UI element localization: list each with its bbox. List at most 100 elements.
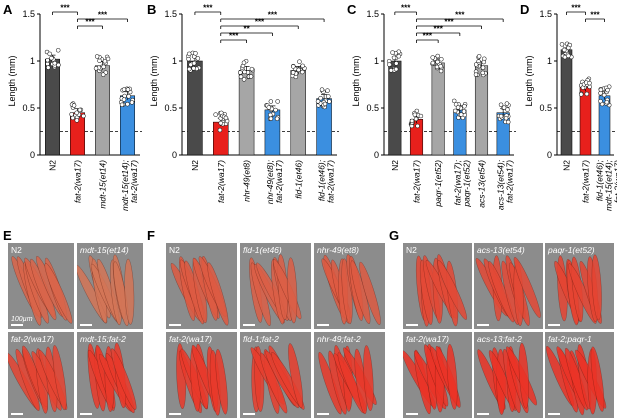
data-point: [74, 110, 79, 116]
significance-label: ***: [98, 11, 108, 20]
data-point: [434, 64, 440, 70]
data-point: [129, 100, 135, 105]
chart-c: Length (mm) 0 0.5 1 1.5 N2 fat-2(wa17) paqr-1(e…: [351, 4, 516, 210]
data-point: [186, 56, 191, 62]
y-tick-label: 1: [374, 56, 379, 66]
data-point: [452, 108, 458, 114]
worm-cluster: [545, 344, 607, 416]
data-point: [125, 101, 130, 107]
data-point: [315, 99, 321, 104]
category-label: N2: [190, 160, 200, 171]
micrograph-tile: fat-2;paqr-1: [545, 332, 614, 418]
scale-bar: [406, 413, 418, 415]
micrograph-tile: N2 100µm: [8, 243, 74, 329]
worm-cluster: [554, 254, 602, 326]
scale-bar: [548, 413, 560, 415]
data-point: [413, 116, 419, 122]
significance-label: ***: [455, 11, 465, 20]
worm-cluster: [11, 255, 73, 326]
category-label: fat-2(wa17): [73, 160, 83, 203]
data-point: [241, 60, 247, 65]
category-label: acs-13(et54): [477, 160, 487, 208]
significance-label: ***: [444, 18, 454, 27]
data-point: [498, 102, 504, 108]
micrograph-label: mdt-15(et14): [80, 245, 129, 255]
data-point: [566, 53, 571, 59]
data-point: [187, 66, 192, 72]
y-tick-label: 1.5: [22, 9, 35, 19]
y-tick-label: 1.5: [539, 9, 552, 19]
category-label: N2: [562, 160, 572, 171]
significance-label: ***: [433, 25, 443, 34]
worm: [44, 263, 73, 324]
worm-cluster: [176, 343, 228, 416]
scale-bar: [243, 324, 255, 326]
bar: [560, 49, 573, 156]
bar: [474, 65, 489, 156]
significance-label: ***: [423, 32, 433, 41]
scale-bar: [11, 324, 23, 326]
scale-bar: [80, 413, 92, 415]
data-point: [601, 92, 607, 98]
bar: [579, 87, 592, 156]
data-point: [94, 54, 100, 59]
data-point: [105, 56, 111, 62]
category-label-line: fat-2(wa17): [613, 160, 617, 203]
micrograph-tile: fat-2(wa17): [403, 332, 472, 418]
data-point: [319, 87, 325, 92]
worm-cluster: [77, 254, 135, 327]
micrograph-label: fld-1;fat-2: [243, 334, 279, 344]
worm: [359, 261, 381, 325]
y-tick-label: 0.5: [22, 103, 35, 113]
worm-cluster: [477, 342, 537, 415]
y-tick-label: 1.5: [164, 9, 177, 19]
data-point: [291, 64, 296, 69]
category-label: paqr-1(et52): [433, 160, 443, 208]
worm: [363, 345, 374, 411]
bar: [431, 62, 445, 156]
bar: [95, 65, 110, 156]
micrograph-tile: mdt-15;fat-2: [77, 332, 143, 418]
data-point: [268, 116, 274, 121]
data-point: [598, 98, 603, 104]
data-point: [55, 48, 61, 53]
data-point: [101, 64, 106, 70]
data-point: [45, 61, 50, 67]
data-point: [195, 56, 201, 61]
micrograph-label: fat-2(wa17): [406, 334, 449, 344]
data-point: [121, 97, 127, 102]
data-point: [506, 119, 511, 125]
data-point: [473, 62, 479, 67]
data-point: [462, 104, 467, 109]
scale-bar: [406, 324, 418, 326]
category-label: mdt-15(et14);fat-2(wa17): [120, 159, 139, 211]
category-label-line: mdt-15(et14);: [120, 159, 130, 211]
data-point: [242, 69, 247, 75]
micrograph-tile: mdt-15(et14): [77, 243, 143, 329]
data-point: [297, 59, 302, 64]
worm-cluster: [249, 254, 302, 326]
y-tick-label: 1: [547, 56, 552, 66]
data-point: [81, 113, 86, 119]
data-point: [393, 66, 399, 72]
data-point: [322, 101, 328, 107]
worm: [446, 343, 458, 410]
data-point: [296, 67, 301, 73]
category-label-line: fat-2(wa17): [274, 160, 284, 203]
category-label-line: paqr-1(et52): [461, 160, 471, 208]
data-point: [503, 115, 509, 121]
scale-bar: [80, 324, 92, 326]
y-tick-label: 0: [547, 150, 552, 160]
data-point: [300, 69, 305, 75]
data-point: [191, 66, 196, 71]
micrograph-label: fat-2(wa17): [169, 334, 212, 344]
scale-bar: [477, 324, 489, 326]
data-point: [604, 99, 610, 105]
data-point: [435, 59, 440, 65]
data-point: [396, 54, 402, 59]
data-point: [249, 66, 255, 72]
worm-cluster: [415, 254, 467, 327]
data-point: [451, 98, 457, 104]
data-point: [213, 112, 218, 117]
data-point: [391, 55, 397, 61]
